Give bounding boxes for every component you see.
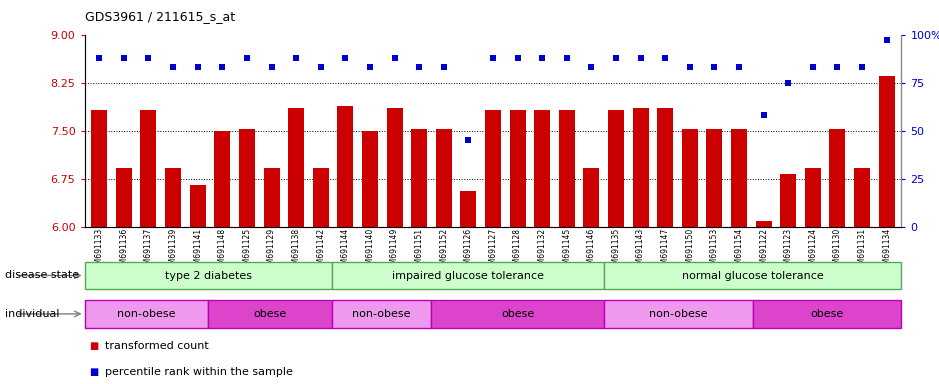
Bar (682, 129, 698, 227)
Bar (608, 110, 624, 227)
Text: GDS3961 / 211615_s_at: GDS3961 / 211615_s_at (85, 10, 235, 23)
Point (387, 55, 402, 61)
Bar (485, 110, 501, 227)
Point (633, 55, 648, 61)
Bar (510, 110, 526, 227)
Point (584, 64, 599, 70)
Point (485, 55, 500, 61)
Bar (436, 129, 452, 227)
Bar (214, 131, 230, 227)
Bar (657, 108, 673, 227)
Bar (605, 262, 901, 290)
Point (461, 137, 476, 143)
Bar (362, 131, 377, 227)
Text: type 2 diabetes: type 2 diabetes (164, 270, 252, 281)
Point (411, 64, 426, 70)
Point (806, 64, 821, 70)
Point (239, 55, 254, 61)
Point (141, 55, 156, 61)
Bar (91, 110, 107, 227)
Point (314, 64, 329, 70)
Bar (583, 168, 599, 227)
Point (215, 64, 230, 70)
Bar (854, 168, 870, 227)
Point (780, 79, 795, 86)
Bar (208, 300, 332, 328)
Point (683, 64, 698, 70)
Bar (559, 110, 575, 227)
Bar (431, 300, 605, 328)
Bar (879, 76, 895, 227)
Point (707, 64, 722, 70)
Point (264, 64, 279, 70)
Bar (141, 110, 157, 227)
Point (731, 64, 747, 70)
Text: non-obese: non-obese (352, 309, 411, 319)
Bar (264, 168, 280, 227)
Point (92, 55, 107, 61)
Bar (534, 110, 550, 227)
Point (854, 64, 870, 70)
Text: obese: obese (501, 309, 534, 319)
Bar (165, 168, 181, 227)
Bar (460, 191, 476, 227)
Bar (85, 262, 332, 290)
Text: transformed count: transformed count (105, 341, 208, 351)
Text: impaired glucose tolerance: impaired glucose tolerance (393, 270, 545, 281)
Text: obese: obese (810, 309, 844, 319)
Bar (633, 108, 649, 227)
Point (830, 64, 845, 70)
Bar (805, 168, 821, 227)
Bar (332, 262, 605, 290)
Bar (239, 129, 254, 227)
Point (657, 55, 672, 61)
Bar (337, 106, 353, 227)
Bar (411, 129, 427, 227)
Point (191, 64, 206, 70)
Text: non-obese: non-obese (650, 309, 708, 319)
Bar (85, 300, 208, 328)
Bar (756, 222, 772, 227)
Bar (706, 129, 722, 227)
Text: ■: ■ (89, 341, 99, 351)
Text: obese: obese (254, 309, 286, 319)
Point (534, 55, 549, 61)
Text: disease state: disease state (5, 270, 79, 280)
Text: non-obese: non-obese (117, 309, 176, 319)
Bar (115, 168, 131, 227)
Text: individual: individual (5, 309, 59, 319)
Point (362, 64, 377, 70)
Point (510, 55, 525, 61)
Point (879, 37, 894, 43)
Bar (753, 300, 901, 328)
Point (165, 64, 180, 70)
Text: percentile rank within the sample: percentile rank within the sample (105, 367, 293, 377)
Point (288, 55, 303, 61)
Point (608, 55, 623, 61)
Bar (332, 300, 431, 328)
Bar (731, 129, 747, 227)
Point (437, 64, 452, 70)
Bar (313, 168, 329, 227)
Bar (288, 108, 304, 227)
Point (338, 55, 353, 61)
Point (116, 55, 131, 61)
Bar (190, 185, 206, 227)
Bar (829, 129, 845, 227)
Bar (605, 300, 753, 328)
Bar (780, 174, 796, 227)
Text: normal glucose tolerance: normal glucose tolerance (682, 270, 824, 281)
Text: ■: ■ (89, 367, 99, 377)
Bar (387, 108, 403, 227)
Point (560, 55, 575, 61)
Point (756, 112, 771, 118)
